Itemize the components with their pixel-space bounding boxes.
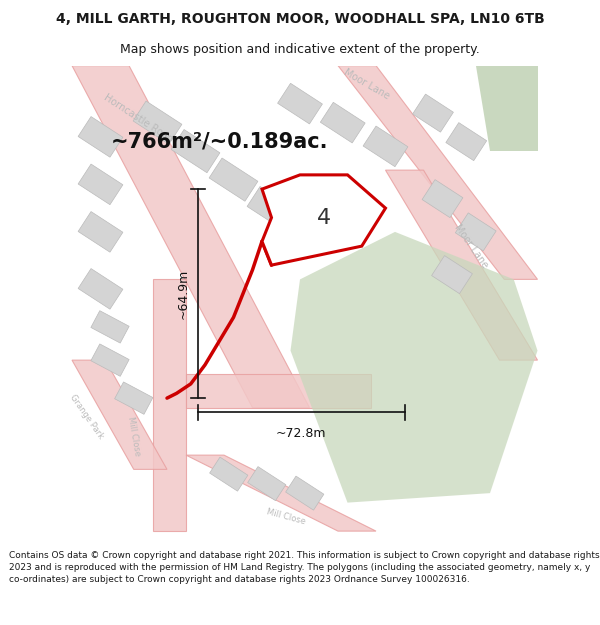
- Polygon shape: [320, 102, 365, 143]
- Text: Moor Lane: Moor Lane: [342, 68, 391, 102]
- Polygon shape: [72, 66, 310, 408]
- Polygon shape: [278, 83, 322, 124]
- Text: Map shows position and indicative extent of the property.: Map shows position and indicative extent…: [120, 44, 480, 56]
- Text: ~766m²/~0.189ac.: ~766m²/~0.189ac.: [110, 132, 328, 152]
- Text: 4, MILL GARTH, ROUGHTON MOOR, WOODHALL SPA, LN10 6TB: 4, MILL GARTH, ROUGHTON MOOR, WOODHALL S…: [56, 12, 544, 26]
- Polygon shape: [476, 66, 538, 151]
- Polygon shape: [153, 279, 186, 531]
- Text: ~64.9m: ~64.9m: [177, 269, 190, 319]
- Text: Contains OS data © Crown copyright and database right 2021. This information is : Contains OS data © Crown copyright and d…: [9, 551, 599, 584]
- Polygon shape: [422, 179, 463, 218]
- Polygon shape: [386, 170, 538, 360]
- Text: Horncastle Road: Horncastle Road: [102, 92, 175, 144]
- Polygon shape: [209, 158, 258, 201]
- Polygon shape: [78, 164, 123, 204]
- Polygon shape: [78, 269, 123, 309]
- Polygon shape: [247, 186, 296, 230]
- Polygon shape: [186, 374, 371, 408]
- Polygon shape: [455, 213, 496, 251]
- Polygon shape: [78, 212, 123, 252]
- Polygon shape: [290, 232, 538, 503]
- Text: Moor Lane: Moor Lane: [452, 222, 490, 270]
- Polygon shape: [363, 126, 408, 167]
- Text: Mill Close: Mill Close: [265, 508, 306, 526]
- Polygon shape: [171, 129, 220, 173]
- Polygon shape: [186, 455, 376, 531]
- Polygon shape: [133, 101, 182, 144]
- Polygon shape: [262, 175, 386, 265]
- Polygon shape: [431, 256, 472, 294]
- Polygon shape: [338, 66, 538, 279]
- Text: Mill Close: Mill Close: [126, 416, 142, 457]
- Polygon shape: [115, 382, 153, 414]
- Text: 4: 4: [317, 208, 331, 227]
- Polygon shape: [91, 344, 129, 376]
- Text: Grange Park: Grange Park: [68, 393, 105, 441]
- Polygon shape: [78, 117, 123, 157]
- Polygon shape: [209, 457, 248, 491]
- Polygon shape: [413, 94, 454, 132]
- Text: ~72.8m: ~72.8m: [276, 428, 326, 440]
- Polygon shape: [91, 311, 129, 343]
- Polygon shape: [446, 122, 487, 161]
- Polygon shape: [72, 360, 167, 469]
- Polygon shape: [286, 476, 324, 510]
- Polygon shape: [248, 467, 286, 501]
